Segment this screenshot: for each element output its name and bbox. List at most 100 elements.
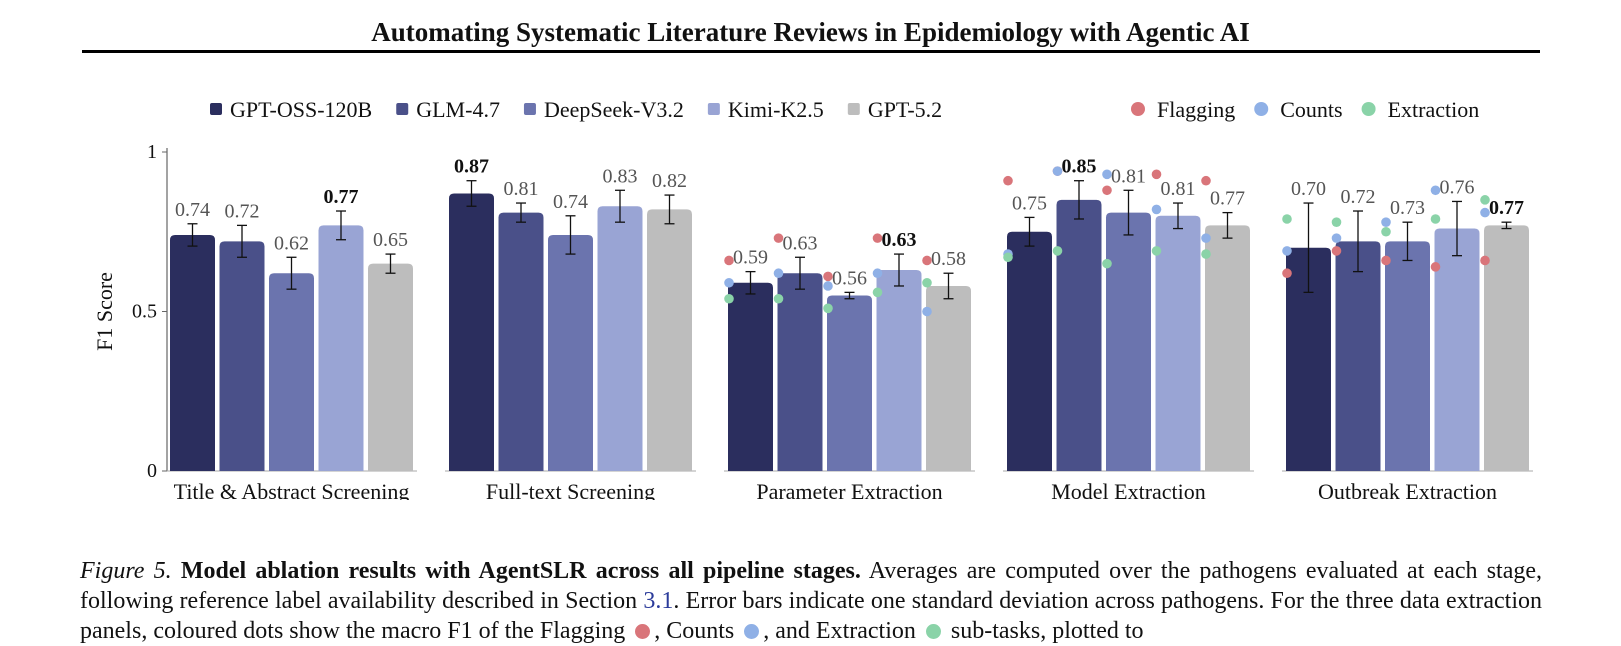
subtask-dot — [724, 293, 734, 304]
legend-swatch — [707, 103, 720, 115]
legend-dot — [1131, 102, 1145, 116]
bar — [647, 209, 692, 472]
counts-dot-icon — [744, 624, 760, 639]
subtask-dot — [872, 287, 883, 298]
legend-label: GPT-5.2 — [868, 97, 942, 122]
subtask-dot — [1480, 207, 1490, 218]
data-label: 0.77 — [1210, 188, 1245, 210]
bar — [548, 234, 593, 471]
subtask-dot — [1151, 204, 1162, 215]
subtask-dot — [1003, 175, 1013, 186]
x-group-label: Full-text Screening — [486, 479, 655, 500]
bar — [926, 285, 971, 471]
subtask-dot — [724, 277, 734, 288]
x-group-label: Outbreak Extraction — [1318, 479, 1497, 500]
legend-swatch — [210, 103, 222, 115]
subtask-dot — [1282, 246, 1292, 256]
bar — [449, 193, 494, 471]
bar — [1106, 212, 1151, 472]
header-rule — [82, 50, 1540, 53]
data-label: 0.72 — [1341, 186, 1376, 208]
subtask-dot — [1282, 214, 1292, 224]
subtask-dot — [773, 233, 784, 243]
legend-swatch — [396, 103, 409, 115]
data-label: 0.75 — [1012, 192, 1047, 214]
caption-text-5: sub-tasks, plotted to — [950, 618, 1144, 644]
y-tick-label: 0.5 — [132, 301, 157, 323]
subtask-dot — [823, 271, 833, 282]
subtask-dot — [724, 255, 734, 266]
bar — [1335, 241, 1381, 471]
legend-label: Flagging — [1157, 97, 1235, 122]
bar — [1286, 247, 1331, 471]
data-label: 0.72 — [225, 200, 260, 222]
bar — [1385, 241, 1430, 471]
bar — [170, 234, 215, 471]
data-label: 0.76 — [1440, 176, 1475, 198]
subtask-dot — [1381, 217, 1391, 227]
figure-label: Figure 5. — [80, 558, 172, 584]
subtask-dot — [872, 233, 883, 243]
data-label: 0.70 — [1291, 178, 1326, 200]
bar — [1434, 228, 1480, 471]
bar — [827, 295, 872, 471]
data-label: 0.83 — [603, 165, 638, 187]
subtask-dot — [1102, 169, 1112, 180]
data-label: 0.85 — [1062, 156, 1097, 178]
subtask-dot — [1480, 195, 1490, 205]
data-label: 0.62 — [274, 232, 309, 254]
subtask-dot — [922, 255, 932, 266]
subtask-dot — [1381, 255, 1391, 266]
data-label: 0.81 — [1111, 165, 1146, 187]
legend-swatch — [847, 103, 860, 115]
caption-text-1: Averages are computed over the pathogens… — [80, 558, 1543, 614]
data-label: 0.81 — [1161, 178, 1196, 200]
bar — [269, 273, 314, 471]
caption-text-3: , Counts — [654, 618, 735, 644]
data-label: 0.73 — [1390, 197, 1425, 219]
data-label: 0.77 — [324, 186, 359, 208]
subtask-dot — [1201, 249, 1211, 259]
legend-label: GLM-4.7 — [416, 97, 500, 122]
data-label: 0.59 — [733, 247, 768, 269]
bar — [368, 263, 413, 471]
extraction-dot-icon — [925, 624, 941, 639]
flagging-dot-icon — [635, 624, 651, 639]
data-label: 0.63 — [783, 232, 818, 254]
subtask-dot — [1331, 233, 1342, 243]
legend-label: Counts — [1280, 97, 1342, 122]
legend-label: Extraction — [1388, 97, 1480, 122]
bar — [597, 206, 643, 472]
y-tick-label: 1 — [147, 141, 157, 163]
bar — [1484, 225, 1529, 471]
legend-label: Kimi-K2.5 — [728, 97, 824, 122]
caption-title: Model ablation results with AgentSLR acr… — [180, 558, 861, 584]
x-group-label: Parameter Extraction — [756, 479, 942, 500]
data-label: 0.81 — [504, 178, 539, 200]
data-label: 0.77 — [1489, 197, 1524, 219]
subtask-dot — [1151, 169, 1162, 180]
subtask-dot — [1102, 185, 1112, 196]
bar — [728, 282, 773, 471]
subtask-dot — [1430, 185, 1441, 196]
subtask-dot — [1331, 217, 1342, 227]
subtask-dot — [1331, 246, 1342, 256]
subtask-dot — [1052, 246, 1063, 256]
subtask-dot — [823, 303, 833, 314]
bar — [1155, 215, 1201, 471]
subtask-dot — [773, 268, 784, 279]
legend-swatch — [523, 103, 536, 115]
data-label: 0.63 — [882, 229, 917, 251]
section-link[interactable]: 3.1 — [643, 588, 674, 614]
bar — [1205, 225, 1250, 471]
legend-dot — [1254, 102, 1269, 116]
bar — [1056, 199, 1102, 471]
bar — [876, 270, 922, 471]
bar — [318, 225, 364, 471]
bar — [219, 241, 265, 471]
subtask-dot — [1430, 214, 1441, 224]
y-tick-label: 0 — [147, 460, 157, 482]
subtask-dot — [1381, 226, 1391, 237]
data-label: 0.82 — [652, 170, 687, 192]
legend-dot — [1361, 102, 1376, 116]
